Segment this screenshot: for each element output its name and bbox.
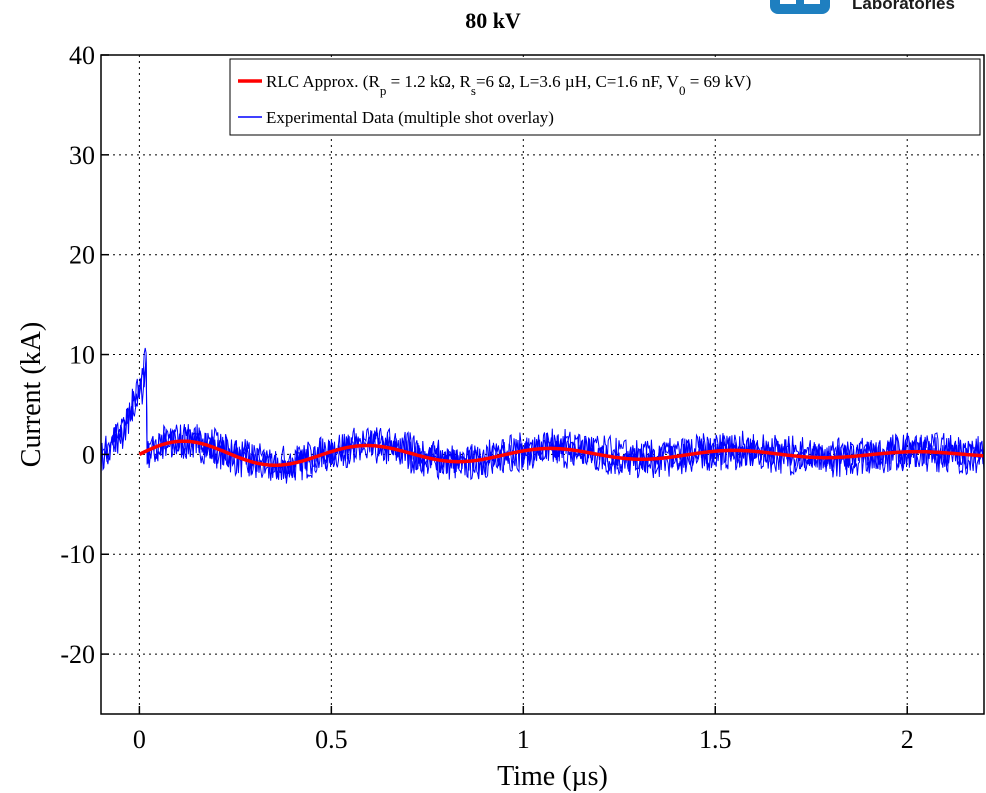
y-tick-label: -20 <box>60 640 95 669</box>
chart-title: 80 kV <box>465 8 521 33</box>
x-tick-label: 2 <box>901 725 914 754</box>
x-tick-label: 0.5 <box>315 725 348 754</box>
sandia-logo: Laboratories <box>768 0 986 22</box>
series-layer <box>100 347 985 484</box>
logo-text: Laboratories <box>852 0 955 13</box>
plot-frame <box>100 54 985 715</box>
experimental-data-line <box>100 361 985 484</box>
x-tick-label: 0 <box>133 725 146 754</box>
experimental-data-line <box>100 347 985 478</box>
y-tick-label: 30 <box>69 141 95 170</box>
y-tick-label: 10 <box>69 341 95 370</box>
y-tick-label: -10 <box>60 540 95 569</box>
x-tick-label: 1 <box>517 725 530 754</box>
legend-label-rlc: RLC Approx. (Rp = 1.2 kΩ, Rs=6 Ω, L=3.6 … <box>266 72 751 98</box>
x-axis-label: Time (µs) <box>497 761 608 792</box>
sandia-logo-icon <box>770 0 830 14</box>
y-tick-label: 20 <box>69 241 95 270</box>
legend-label-experimental: Experimental Data (multiple shot overlay… <box>266 108 554 127</box>
legend: RLC Approx. (Rp = 1.2 kΩ, Rs=6 Ω, L=3.6 … <box>229 58 981 136</box>
y-tick-label: 40 <box>69 41 95 70</box>
axis-labels: Time (µs) Current (kA) <box>16 322 608 792</box>
ticks: 0 0.5 1 1.5 2 -20 -10 0 10 20 30 40 <box>60 41 913 754</box>
grid <box>101 54 984 714</box>
legend-box <box>229 58 981 136</box>
rlc-approx-line <box>138 439 985 467</box>
x-tick-label: 1.5 <box>699 725 732 754</box>
y-tick-label: 0 <box>82 440 95 469</box>
y-axis-label: Current (kA) <box>16 322 47 467</box>
